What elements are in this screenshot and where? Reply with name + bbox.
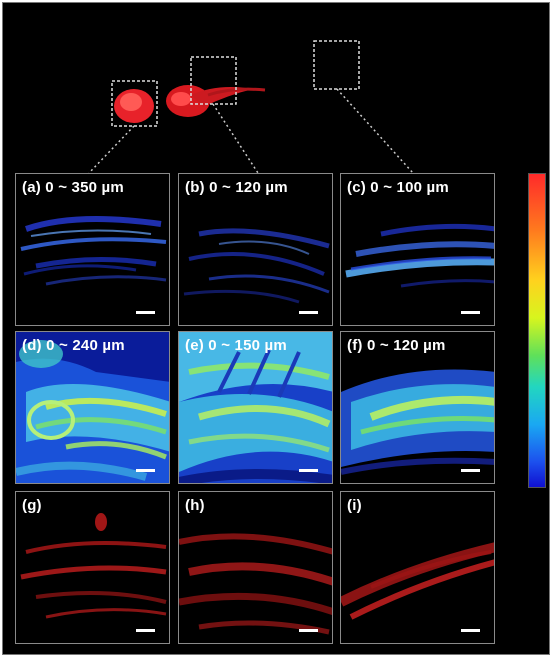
- panel-c: (c) 0 ~ 100 µm: [340, 173, 495, 326]
- colorbar: [528, 173, 546, 488]
- region-box-c: [313, 40, 360, 90]
- region-box-b: [190, 56, 237, 105]
- panel-f: (f) 0 ~ 120 µm: [340, 331, 495, 484]
- panel-d-image: [16, 332, 169, 483]
- panel-b-image: [183, 228, 330, 304]
- region-box-a: [111, 80, 158, 127]
- scale-bar: [299, 469, 318, 472]
- overview-image: [88, 40, 414, 173]
- connector-a: [88, 125, 135, 173]
- scale-bar: [136, 469, 155, 472]
- panel-d: (d) 0 ~ 240 µm: [15, 331, 170, 484]
- panel-a-image: [20, 216, 167, 286]
- panel-e: (e) 0 ~ 150 µm: [178, 331, 333, 484]
- panel-g: (g): [15, 491, 170, 644]
- panel-label: (i): [347, 497, 362, 514]
- panel-label: (h): [185, 497, 205, 514]
- panel-label: (a) 0 ~ 350 µm: [22, 179, 124, 196]
- panel-g-image: [20, 513, 167, 619]
- scale-bar: [461, 629, 480, 632]
- panel-a: (a) 0 ~ 350 µm: [15, 173, 170, 326]
- panel-i: (i): [340, 491, 495, 644]
- scale-bar: [299, 311, 318, 314]
- panel-b: (b) 0 ~ 120 µm: [178, 173, 333, 326]
- scale-bar: [136, 311, 155, 314]
- panel-label: (f) 0 ~ 120 µm: [347, 337, 446, 354]
- scale-bar: [461, 469, 480, 472]
- panel-label: (c) 0 ~ 100 µm: [347, 179, 449, 196]
- connector-c: [336, 88, 414, 173]
- connector-b: [212, 103, 259, 173]
- tissue-tail: [191, 87, 253, 107]
- panel-i-image: [341, 542, 494, 620]
- panel-label: (g): [22, 497, 42, 514]
- panel-label: (d) 0 ~ 240 µm: [22, 337, 125, 354]
- panel-label: (e) 0 ~ 150 µm: [185, 337, 287, 354]
- panel-h-image: [179, 533, 332, 635]
- panel-e-image: [179, 332, 332, 483]
- panel-label: (b) 0 ~ 120 µm: [185, 179, 288, 196]
- scale-bar: [299, 629, 318, 632]
- panel-c-image: [345, 223, 494, 288]
- panel-h: (h): [178, 491, 333, 644]
- panel-f-image: [341, 369, 494, 475]
- scale-bar: [136, 629, 155, 632]
- scale-bar: [461, 311, 480, 314]
